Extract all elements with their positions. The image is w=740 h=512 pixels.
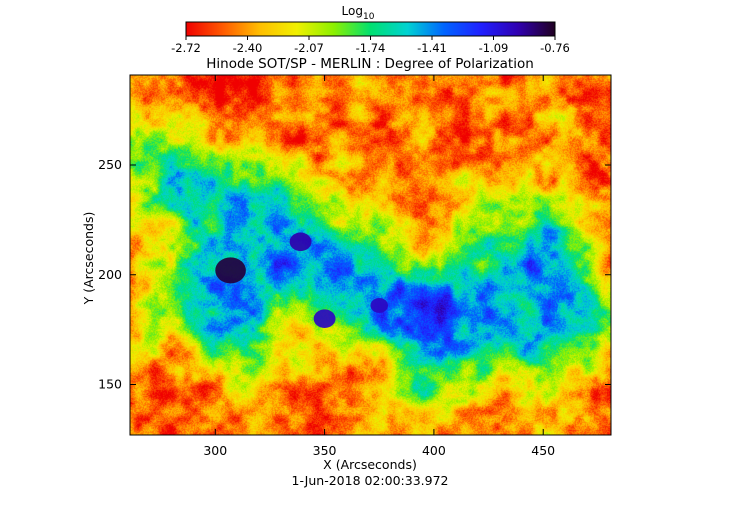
x-tick-label: 400 (422, 443, 446, 458)
colorbar-tick-label: -1.09 (479, 41, 509, 55)
colorbar-tick-label: -1.41 (417, 41, 447, 55)
colorbar-tick-label: -2.07 (294, 41, 324, 55)
y-axis-label: Y (Arcseconds) (81, 212, 96, 306)
colorbar-tick-label: -0.76 (540, 41, 570, 55)
colorbar: Log10 -2.72 -2.40 -2.07 -1.74 -1.41 -1.09 -0.7… (171, 4, 570, 55)
heatmap-features (215, 232, 388, 328)
x-tick-label: 350 (313, 443, 337, 458)
strong-polarization-core-3 (313, 309, 336, 328)
x-axis-label: X (Arcseconds) (323, 457, 417, 472)
colorbar-label: Log10 (342, 4, 375, 22)
x-tick-label: 300 (203, 443, 227, 458)
heatmap-image (130, 75, 611, 435)
strong-polarization-core-1 (215, 257, 246, 284)
colorbar-tick-label: -1.74 (356, 41, 386, 55)
plot-area: 300 350 400 450 150 200 250 (98, 74, 612, 458)
y-tick-label: 250 (98, 157, 122, 172)
y-tick-label: 200 (98, 267, 122, 282)
x-tick-label: 450 (531, 443, 555, 458)
y-tick-label: 150 (98, 377, 122, 392)
colorbar-tick-label: -2.40 (233, 41, 263, 55)
plot-frame (129, 74, 612, 436)
colorbar-ticks: -2.72 -2.40 -2.07 -1.74 -1.41 -1.09 -0.76 (171, 36, 570, 55)
colorbar-bar (185, 21, 556, 37)
chart-title: Hinode SOT/SP - MERLIN : Degree of Polar… (206, 56, 534, 72)
strong-polarization-core-4 (370, 298, 388, 313)
timestamp-label: 1-Jun-2018 02:00:33.972 (292, 473, 449, 488)
y-axis-ticks: 150 200 250 (98, 157, 611, 392)
colorbar-tick-label: -2.72 (171, 41, 201, 55)
strong-polarization-core-2 (289, 232, 312, 252)
x-axis-ticks: 300 350 400 450 (203, 75, 555, 458)
